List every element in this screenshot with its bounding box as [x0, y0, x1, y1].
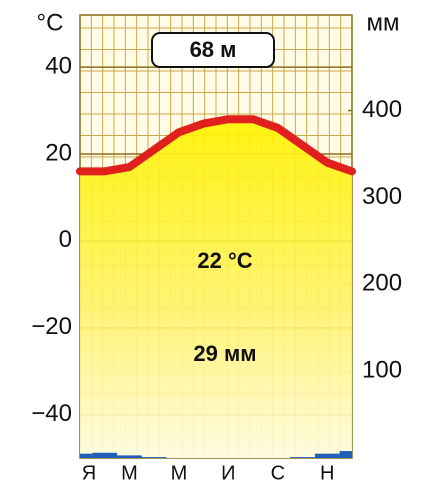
x-tick-label: И [221, 462, 235, 484]
precipitation-bar [339, 451, 352, 458]
labels: °C мм 68 м 22 °C 29 мм −40 −20 0 20 40 100 200… [31, 9, 402, 484]
mean-temperature: 22 °C [197, 248, 252, 273]
y2-tick-label: 200 [362, 270, 402, 297]
x-tick-label: М [171, 462, 188, 484]
temperature-line [76, 115, 356, 176]
annual-precipitation: 29 мм [193, 341, 256, 366]
x-tick-label: Я [82, 462, 96, 484]
precipitation-bar [141, 457, 167, 458]
y2-tick-label: 300 [362, 183, 402, 210]
x-tick-label: Н [320, 462, 334, 484]
marks [76, 115, 356, 458]
y-tick-label: 0 [59, 226, 72, 253]
elevation-box [151, 32, 275, 68]
temperature-area [80, 119, 352, 458]
x-tick-label: М [121, 462, 138, 484]
y2-tick-label: 100 [362, 356, 402, 383]
y-axis-label: °C [37, 9, 64, 36]
precipitation-bar [117, 455, 142, 458]
y-tick-label: 20 [45, 139, 72, 166]
y-tick-label: −40 [31, 400, 72, 427]
elevation-label: 68 м [190, 37, 237, 62]
precipitation-bar [290, 457, 315, 458]
precipitation-bar [92, 452, 118, 458]
x-tick-label: С [271, 462, 285, 484]
precipitation-bar [80, 453, 93, 458]
y-tick-label: 40 [45, 52, 72, 79]
y2-axis-label: мм [367, 9, 400, 36]
y-tick-label: −20 [31, 313, 72, 340]
y2-tick-label: 400 [362, 96, 402, 123]
precipitation-bar [314, 453, 340, 458]
